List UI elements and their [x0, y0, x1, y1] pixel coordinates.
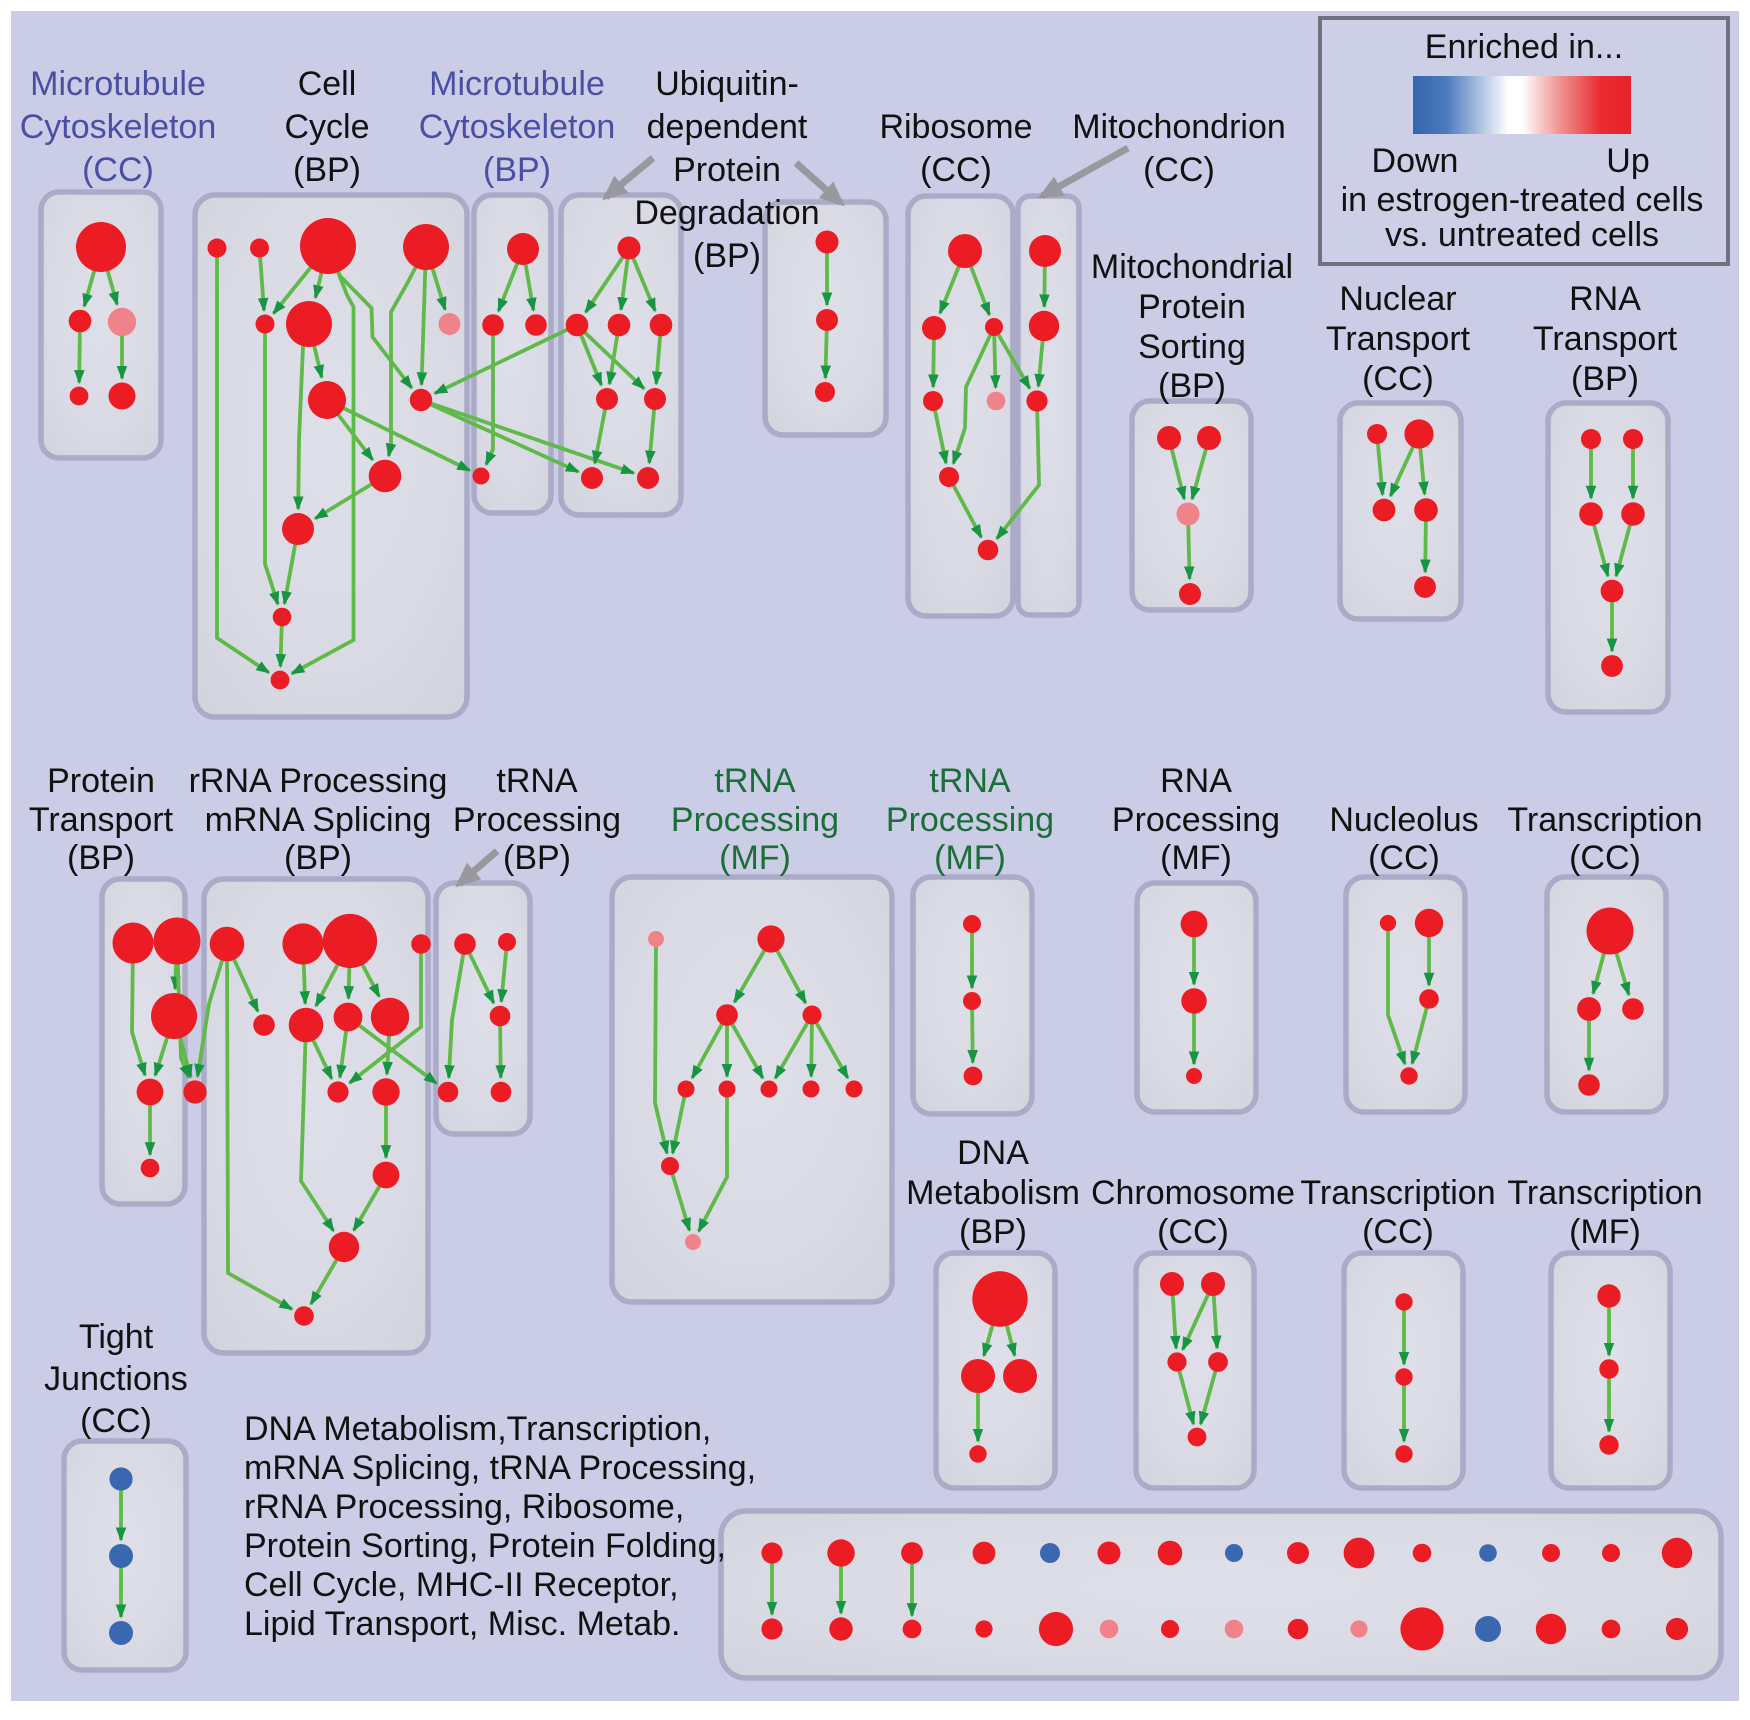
svg-text:Nuclear: Nuclear — [1339, 280, 1456, 318]
svg-text:Tight: Tight — [79, 1318, 154, 1356]
svg-text:tRNA: tRNA — [714, 762, 796, 800]
svg-text:Transport: Transport — [29, 801, 174, 839]
svg-text:(BP): (BP) — [959, 1213, 1027, 1251]
svg-text:Cytoskeleton: Cytoskeleton — [419, 108, 616, 146]
svg-text:tRNA: tRNA — [929, 762, 1011, 800]
svg-text:Mitochondrion: Mitochondrion — [1072, 108, 1286, 146]
svg-text:rRNA Processing, Ribosome,: rRNA Processing, Ribosome, — [244, 1488, 684, 1526]
svg-text:Enriched in...: Enriched in... — [1425, 28, 1623, 66]
svg-text:(MF): (MF) — [1160, 839, 1232, 877]
svg-text:Cell Cycle, MHC-II Receptor,: Cell Cycle, MHC-II Receptor, — [244, 1566, 679, 1604]
svg-text:Ubiquitin-: Ubiquitin- — [655, 65, 799, 103]
svg-text:DNA: DNA — [957, 1134, 1029, 1172]
svg-text:Processing: Processing — [453, 801, 621, 839]
svg-text:dependent: dependent — [647, 108, 808, 146]
svg-text:(CC): (CC) — [1362, 1213, 1434, 1251]
svg-text:Chromosome: Chromosome — [1091, 1174, 1295, 1212]
svg-text:(CC): (CC) — [80, 1402, 152, 1440]
svg-text:Cell: Cell — [298, 65, 357, 103]
svg-text:Protein: Protein — [47, 762, 155, 800]
svg-text:Nucleolus: Nucleolus — [1329, 801, 1478, 839]
svg-text:(MF): (MF) — [1569, 1213, 1641, 1251]
svg-text:Metabolism: Metabolism — [906, 1174, 1080, 1212]
svg-text:(CC): (CC) — [1368, 839, 1440, 877]
svg-text:Processing: Processing — [886, 801, 1054, 839]
svg-text:(CC): (CC) — [1362, 360, 1434, 398]
svg-text:mRNA Splicing, tRNA Processing: mRNA Splicing, tRNA Processing, — [244, 1449, 756, 1487]
svg-text:mRNA Splicing: mRNA Splicing — [205, 801, 432, 839]
svg-text:Cytoskeleton: Cytoskeleton — [20, 108, 217, 146]
svg-text:(BP): (BP) — [284, 839, 352, 877]
svg-text:Transcription: Transcription — [1507, 801, 1702, 839]
svg-text:in estrogen-treated cells: in estrogen-treated cells — [1341, 181, 1704, 219]
svg-text:Mitochondrial: Mitochondrial — [1091, 248, 1293, 286]
svg-text:tRNA: tRNA — [496, 762, 578, 800]
svg-text:Protein: Protein — [673, 151, 781, 189]
svg-text:Processing: Processing — [671, 801, 839, 839]
svg-text:Degradation: Degradation — [634, 194, 819, 232]
svg-text:Ribosome: Ribosome — [879, 108, 1032, 146]
svg-text:(CC): (CC) — [1143, 151, 1215, 189]
svg-text:Junctions: Junctions — [44, 1360, 188, 1398]
svg-text:(CC): (CC) — [82, 151, 154, 189]
svg-text:Protein Sorting, Protein Foldi: Protein Sorting, Protein Folding, — [244, 1527, 726, 1565]
svg-text:(BP): (BP) — [1158, 367, 1226, 405]
svg-text:Transport: Transport — [1533, 320, 1678, 358]
svg-text:(CC): (CC) — [920, 151, 992, 189]
svg-text:DNA Metabolism,Transcription,: DNA Metabolism,Transcription, — [244, 1410, 711, 1448]
svg-text:Transport: Transport — [1326, 320, 1471, 358]
svg-text:Transcription: Transcription — [1300, 1174, 1495, 1212]
svg-text:(BP): (BP) — [67, 839, 135, 877]
svg-text:rRNA Processing: rRNA Processing — [189, 762, 448, 800]
svg-text:(BP): (BP) — [483, 151, 551, 189]
svg-text:vs. untreated cells: vs. untreated cells — [1385, 216, 1659, 254]
svg-text:(BP): (BP) — [503, 839, 571, 877]
svg-text:Microtubule: Microtubule — [30, 65, 206, 103]
svg-text:Down: Down — [1372, 142, 1459, 180]
svg-text:Lipid Transport, Misc. Metab.: Lipid Transport, Misc. Metab. — [244, 1605, 681, 1643]
svg-text:(CC): (CC) — [1569, 839, 1641, 877]
svg-text:Cycle: Cycle — [284, 108, 369, 146]
svg-text:(BP): (BP) — [293, 151, 361, 189]
svg-text:(CC): (CC) — [1157, 1213, 1229, 1251]
svg-text:(MF): (MF) — [934, 839, 1006, 877]
svg-text:(BP): (BP) — [693, 237, 761, 275]
svg-text:Up: Up — [1606, 142, 1649, 180]
svg-text:Microtubule: Microtubule — [429, 65, 605, 103]
svg-text:Sorting: Sorting — [1138, 328, 1246, 366]
svg-text:Processing: Processing — [1112, 801, 1280, 839]
svg-text:RNA: RNA — [1160, 762, 1232, 800]
svg-text:(MF): (MF) — [719, 839, 791, 877]
svg-text:Protein: Protein — [1138, 288, 1246, 326]
svg-text:RNA: RNA — [1569, 280, 1641, 318]
svg-text:(BP): (BP) — [1571, 360, 1639, 398]
svg-text:Transcription: Transcription — [1507, 1174, 1702, 1212]
